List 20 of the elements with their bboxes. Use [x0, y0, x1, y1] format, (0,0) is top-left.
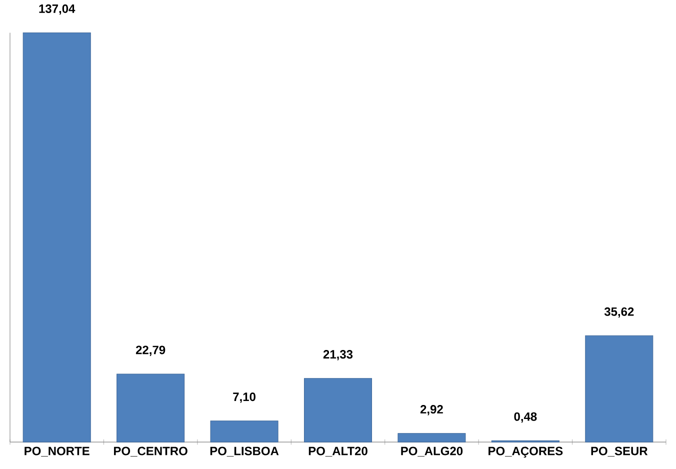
bar: [304, 378, 372, 442]
x-tick-label: PO_LISBOA: [210, 446, 279, 457]
data-label: 35,62: [604, 308, 634, 318]
x-tick-label: PO_ALG20: [401, 446, 463, 457]
bar: [398, 433, 466, 442]
bar: [585, 336, 654, 442]
bar: [116, 374, 185, 442]
x-tick-label: PO_NORTE: [24, 446, 90, 457]
x-tick-label: PO_SEUR: [591, 446, 648, 457]
x-tick-label: PO_AÇORES: [488, 446, 563, 458]
data-label: 2,92: [420, 405, 443, 416]
data-label: 7,10: [233, 392, 256, 403]
x-tick-label: PO_ALT20: [308, 446, 368, 457]
data-label: 0,48: [514, 412, 537, 423]
data-label: 137,04: [39, 4, 76, 15]
bar: [210, 420, 278, 442]
bar: [22, 32, 91, 442]
data-label: 22,79: [136, 346, 166, 356]
x-tick-label: PO_CENTRO: [114, 446, 188, 457]
data-label: 21,33: [323, 350, 353, 360]
